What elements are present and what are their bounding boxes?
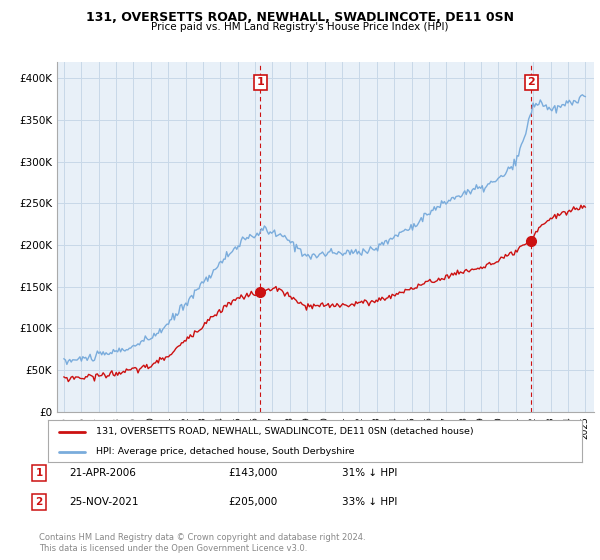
Text: £143,000: £143,000: [228, 468, 277, 478]
Text: 131, OVERSETTS ROAD, NEWHALL, SWADLINCOTE, DE11 0SN (detached house): 131, OVERSETTS ROAD, NEWHALL, SWADLINCOT…: [96, 427, 473, 436]
Text: 33% ↓ HPI: 33% ↓ HPI: [342, 497, 397, 507]
Text: 21-APR-2006: 21-APR-2006: [69, 468, 136, 478]
Text: Price paid vs. HM Land Registry's House Price Index (HPI): Price paid vs. HM Land Registry's House …: [151, 22, 449, 32]
Text: 131, OVERSETTS ROAD, NEWHALL, SWADLINCOTE, DE11 0SN: 131, OVERSETTS ROAD, NEWHALL, SWADLINCOT…: [86, 11, 514, 24]
Text: 1: 1: [256, 77, 264, 87]
Text: 2: 2: [35, 497, 43, 507]
Text: 25-NOV-2021: 25-NOV-2021: [69, 497, 139, 507]
Text: 2: 2: [527, 77, 535, 87]
Text: Contains HM Land Registry data © Crown copyright and database right 2024.
This d: Contains HM Land Registry data © Crown c…: [39, 533, 365, 553]
Text: 1: 1: [35, 468, 43, 478]
Text: £205,000: £205,000: [228, 497, 277, 507]
Text: 31% ↓ HPI: 31% ↓ HPI: [342, 468, 397, 478]
Text: HPI: Average price, detached house, South Derbyshire: HPI: Average price, detached house, Sout…: [96, 447, 355, 456]
